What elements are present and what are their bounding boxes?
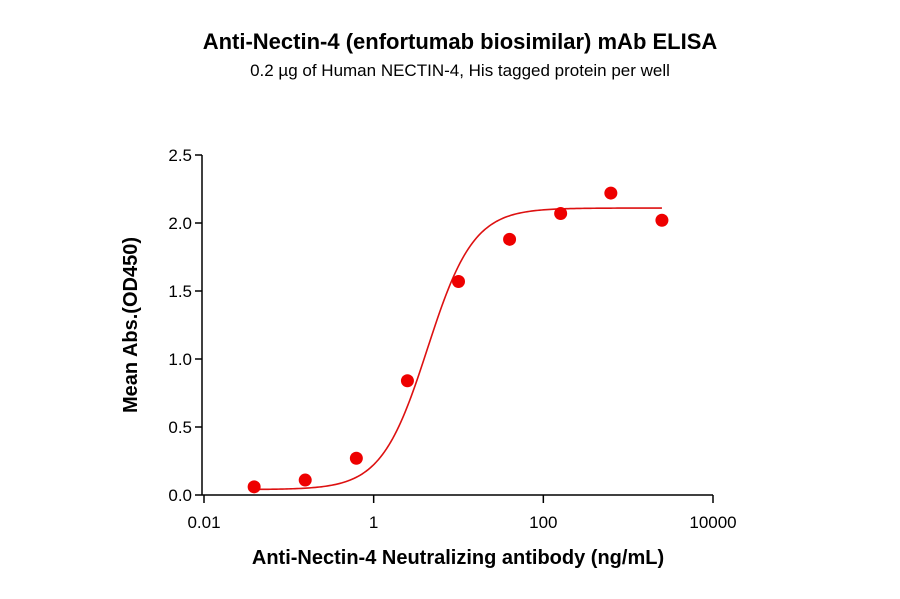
y-tick-label: 0.0 [168, 486, 192, 505]
data-point [655, 213, 669, 227]
x-tick-label: 1 [369, 513, 378, 532]
y-axis-label: Mean Abs.(OD450) [120, 237, 142, 413]
y-tick-label: 2.5 [168, 146, 192, 165]
x-tick-label: 100 [529, 513, 557, 532]
y-tick-label: 0.5 [168, 418, 192, 437]
data-point [503, 232, 517, 246]
chart-title: Anti-Nectin-4 (enfortumab biosimilar) mA… [203, 29, 718, 54]
axes: 0.0 0.5 1.0 1.5 2.0 2.5 0.01 1 100 10000 [168, 146, 736, 532]
x-tick-label: 0.01 [187, 513, 220, 532]
data-point [554, 206, 568, 220]
y-tick-label: 2.0 [168, 214, 192, 233]
fit-curve-layer [254, 207, 662, 491]
data-points-layer [247, 186, 669, 494]
data-point [247, 480, 261, 494]
y-tick-label: 1.5 [168, 282, 192, 301]
data-point [452, 274, 465, 288]
fit-curve [254, 207, 662, 491]
data-point [400, 374, 414, 388]
data-point [349, 451, 363, 465]
x-tick-label: 10000 [689, 513, 736, 532]
x-axis-label: Anti-Nectin-4 Neutralizing antibody (ng/… [252, 547, 664, 569]
data-point [604, 186, 618, 200]
data-point [298, 473, 312, 487]
chart-subtitle: 0.2 µg of Human NECTIN-4, His tagged pro… [250, 61, 670, 80]
y-tick-label: 1.0 [168, 350, 192, 369]
